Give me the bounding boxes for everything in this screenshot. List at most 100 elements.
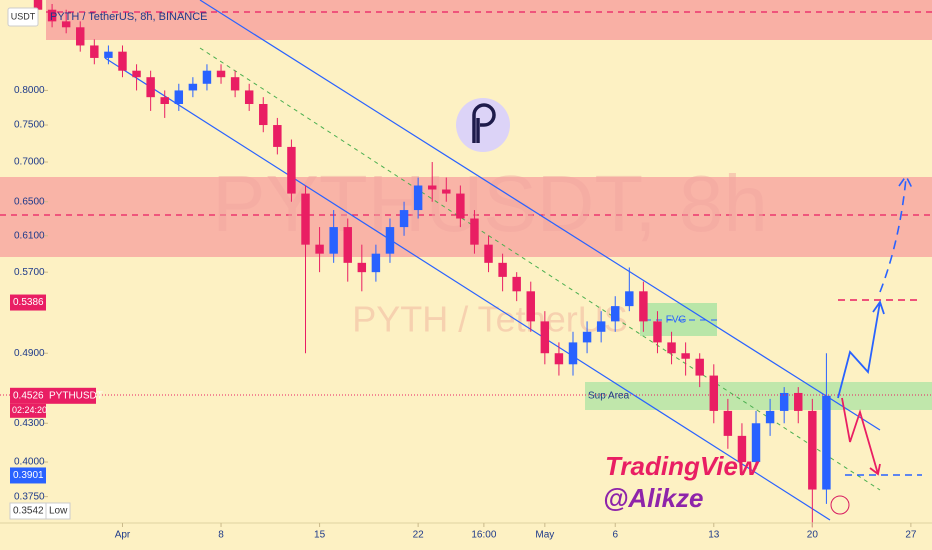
fvg-label: FVG bbox=[666, 315, 687, 326]
candle-body bbox=[47, 9, 57, 22]
candle-body bbox=[329, 227, 338, 254]
price-label-name-box bbox=[45, 502, 71, 520]
candle-body bbox=[568, 342, 578, 365]
candle-body bbox=[554, 353, 564, 365]
x-tick-label: 13 bbox=[708, 530, 720, 541]
candle-body bbox=[667, 342, 676, 354]
author: @Alikze bbox=[603, 483, 704, 513]
countdown-box bbox=[10, 403, 46, 418]
resistance-zone bbox=[0, 177, 932, 257]
y-tick-label: 0.8000 bbox=[14, 85, 45, 96]
candle-body bbox=[273, 125, 282, 147]
candle-body bbox=[244, 90, 254, 105]
x-tick-label: 22 bbox=[413, 530, 425, 541]
candle-body bbox=[765, 410, 775, 424]
y-tick-label: 0.4900 bbox=[14, 348, 45, 359]
candle-body bbox=[442, 189, 451, 194]
candle-body bbox=[596, 321, 606, 332]
brand: TradingView bbox=[605, 451, 760, 481]
y-tick-label: 0.4000 bbox=[14, 457, 45, 468]
candle-body bbox=[118, 51, 127, 71]
x-tick-label: 6 bbox=[612, 530, 618, 541]
x-tick-label: 16:00 bbox=[471, 530, 496, 541]
candle-body bbox=[427, 185, 437, 190]
bear-arrow bbox=[841, 397, 881, 476]
candle-body bbox=[470, 218, 479, 245]
candle-body bbox=[61, 21, 71, 28]
candle-body bbox=[653, 321, 662, 343]
candle-body bbox=[230, 77, 240, 91]
candle-body bbox=[456, 193, 465, 219]
price-label: 0.5386 bbox=[13, 297, 44, 308]
candle-body bbox=[287, 146, 296, 194]
x-tick-label: Apr bbox=[115, 530, 131, 541]
bull-arrow-dashed bbox=[879, 174, 913, 293]
x-tick-label: 8 bbox=[218, 530, 224, 541]
candle-body bbox=[301, 193, 310, 245]
candle-body bbox=[315, 244, 324, 254]
price-label-name: Low bbox=[49, 506, 68, 517]
candle-body bbox=[188, 83, 198, 91]
candle-body bbox=[343, 227, 352, 263]
y-tick-label: 0.6500 bbox=[14, 196, 45, 207]
support-label: Sup Area bbox=[588, 391, 630, 402]
candle-body bbox=[357, 262, 367, 273]
watermark-sub: PYTH / TetherUS bbox=[352, 299, 627, 340]
y-tick-label: 0.5700 bbox=[14, 267, 45, 278]
y-tick-label: 0.6100 bbox=[14, 230, 45, 241]
alert-icon[interactable] bbox=[830, 495, 850, 515]
candle-body bbox=[104, 51, 113, 58]
candle-body bbox=[385, 227, 395, 254]
price-label: 0.3901 bbox=[13, 470, 44, 481]
candle-body bbox=[132, 70, 141, 78]
price-label: 0.4526 bbox=[13, 390, 44, 401]
logo-mark bbox=[472, 103, 496, 143]
candle-body bbox=[371, 253, 381, 273]
price-label-name: PYTHUSDT bbox=[49, 390, 103, 401]
currency-box[interactable] bbox=[7, 7, 39, 27]
candle-body bbox=[611, 306, 620, 322]
candle-body bbox=[582, 331, 592, 343]
candle-body bbox=[808, 410, 817, 490]
candle-body bbox=[709, 375, 719, 411]
candle-body bbox=[751, 423, 761, 463]
candle-body bbox=[484, 244, 493, 263]
candle-body bbox=[399, 210, 409, 228]
candle-body bbox=[216, 70, 226, 78]
candle-body bbox=[526, 291, 535, 322]
candle-body bbox=[779, 392, 789, 411]
countdown: 02:24:20 bbox=[12, 405, 47, 415]
currency: USDT bbox=[11, 11, 36, 21]
candle-body bbox=[76, 27, 85, 46]
channel-line bbox=[104, 57, 831, 521]
candle-body bbox=[625, 291, 634, 307]
candle-body bbox=[498, 262, 507, 277]
x-tick-label: 15 bbox=[314, 530, 326, 541]
candle-body bbox=[681, 353, 690, 359]
candle-body bbox=[259, 104, 268, 126]
y-tick-label: 0.3750 bbox=[14, 491, 45, 502]
price-label: 0.3542 bbox=[13, 506, 44, 517]
candle-body bbox=[413, 185, 423, 211]
header: PYTH / TetherUS, 8h, BINANCE bbox=[50, 11, 208, 23]
price-label-name-box bbox=[46, 387, 96, 404]
y-tick-label: 0.7500 bbox=[14, 120, 45, 131]
price-label-box bbox=[10, 467, 46, 484]
candles bbox=[33, 0, 831, 528]
candle-body bbox=[146, 77, 155, 98]
x-tick-label: 20 bbox=[807, 530, 819, 541]
price-label-box bbox=[10, 387, 46, 404]
candle-body bbox=[174, 90, 184, 105]
candle-body bbox=[540, 321, 550, 354]
candle-body bbox=[512, 276, 521, 292]
y-tick-label: 0.7000 bbox=[14, 157, 45, 168]
bull-arrow bbox=[837, 300, 885, 399]
candle-body bbox=[794, 392, 803, 411]
channel-line bbox=[199, 0, 881, 431]
candle-body bbox=[737, 435, 747, 463]
resistance-zone bbox=[46, 0, 932, 40]
candle-body bbox=[723, 410, 733, 436]
